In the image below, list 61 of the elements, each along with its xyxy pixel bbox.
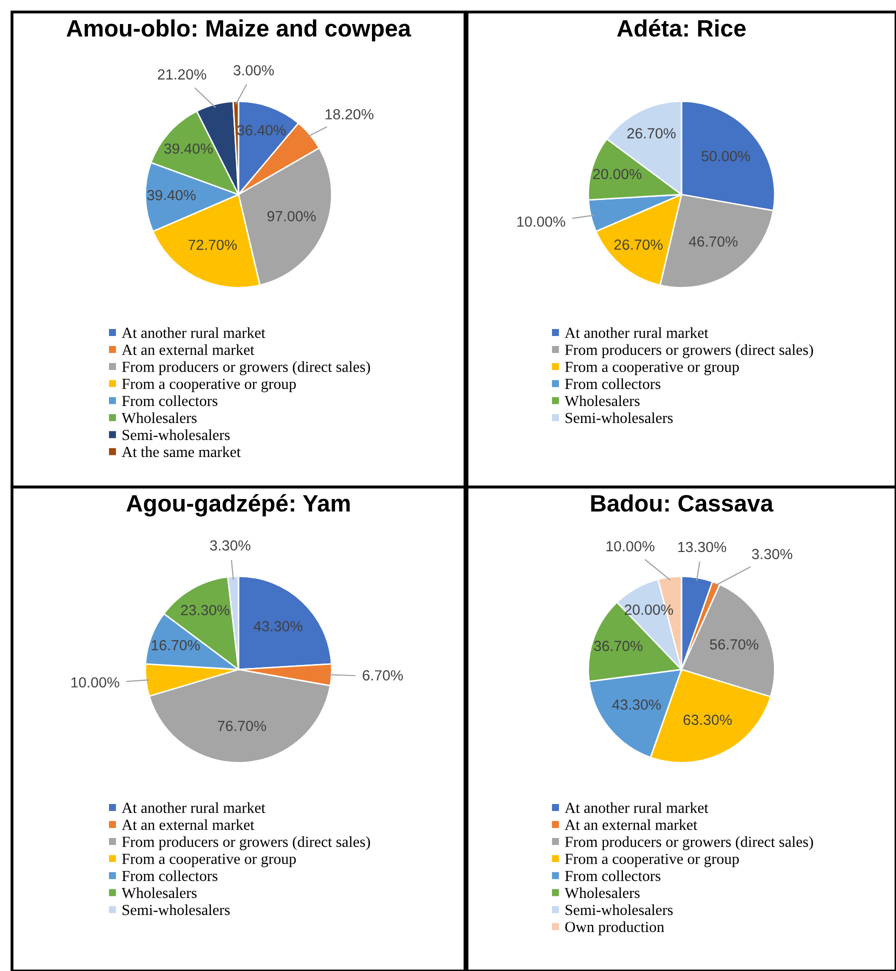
data-label: 26.70% — [627, 128, 676, 138]
legend-label: From collectors — [565, 870, 660, 882]
data-label: 39.40% — [164, 143, 213, 154]
legend-label: Wholesalers — [122, 887, 197, 898]
data-label: 23.30% — [181, 604, 230, 616]
chart-title: Amou-oblo: Maize and cowpea — [66, 19, 412, 42]
legend-label: From producers or growers (direct sales) — [565, 344, 813, 358]
chart-title: Badou: Cassava — [591, 494, 774, 512]
data-label: 26.70% — [614, 240, 663, 250]
chart-title: Adéta: Rice — [617, 19, 746, 37]
legend-label: From producers or growers (direct sales) — [122, 361, 370, 376]
legend-label: At an external market — [122, 344, 254, 355]
data-label: 18.20% — [326, 109, 374, 120]
chart-title: Agou-gadzépé: Yam — [126, 494, 350, 516]
legend-label: Wholesalers — [564, 395, 640, 406]
legend-label: From producers or growers (direct sales) — [565, 836, 813, 850]
data-label: 46.70% — [688, 236, 738, 247]
data-label: 10.00% — [517, 216, 566, 227]
data-label: 36.70% — [594, 640, 642, 652]
legend-label: From a cooperative or group — [565, 362, 739, 376]
legend-label: At another rural market — [564, 802, 708, 813]
legend-label: Wholesalers — [564, 887, 640, 898]
legend-label: At another rural market — [564, 327, 708, 338]
legend-label: Semi-wholesalers — [566, 412, 673, 424]
data-label: 39.40% — [147, 190, 196, 200]
data-label: 10.00% — [71, 677, 120, 688]
legend-label: Semi-wholesalers — [122, 429, 230, 440]
data-label: 43.30% — [612, 699, 661, 710]
data-label: 10.00% — [606, 541, 654, 552]
legend-label: At the same market — [122, 446, 241, 458]
legend-label: Own production — [565, 921, 664, 936]
legend-label: From a cooperative or group — [122, 378, 296, 392]
legend-label: At another rural market — [122, 802, 266, 813]
legend-label: Semi-wholesalers — [566, 904, 673, 916]
data-label: 16.70% — [152, 640, 200, 650]
data-label: 72.70% — [188, 240, 237, 250]
data-label: 20.00% — [593, 168, 642, 180]
data-label: 21.20% — [158, 69, 206, 80]
legend-label: From collectors — [565, 378, 660, 390]
data-label: 43.30% — [254, 621, 302, 632]
legend-label: At an external market — [564, 819, 698, 830]
legend-label: From a cooperative or group — [565, 854, 739, 868]
legend-label: At an external market — [122, 819, 254, 830]
data-label: 3.30% — [210, 540, 250, 551]
legend-label: From a cooperative or group — [122, 854, 296, 868]
data-label: 50.00% — [702, 150, 750, 162]
legend-label: At another rural market — [122, 327, 266, 338]
legend-label: From collectors — [122, 870, 218, 882]
legend-label: From collectors — [122, 395, 218, 406]
legend-label: From producers or growers (direct sales) — [122, 836, 370, 850]
data-label: 97.00% — [267, 211, 316, 222]
legend-label: Semi-wholesalers — [122, 904, 230, 916]
data-label: 20.00% — [624, 604, 673, 615]
data-label: 6.70% — [362, 670, 403, 680]
data-label: 13.30% — [678, 542, 726, 552]
data-label: 3.30% — [752, 548, 792, 560]
legend-label: Wholesalers — [122, 412, 197, 424]
data-label: 3.00% — [234, 65, 274, 76]
data-label: 56.70% — [710, 639, 758, 650]
data-label: 63.30% — [684, 714, 732, 725]
data-label: 76.70% — [218, 720, 266, 732]
